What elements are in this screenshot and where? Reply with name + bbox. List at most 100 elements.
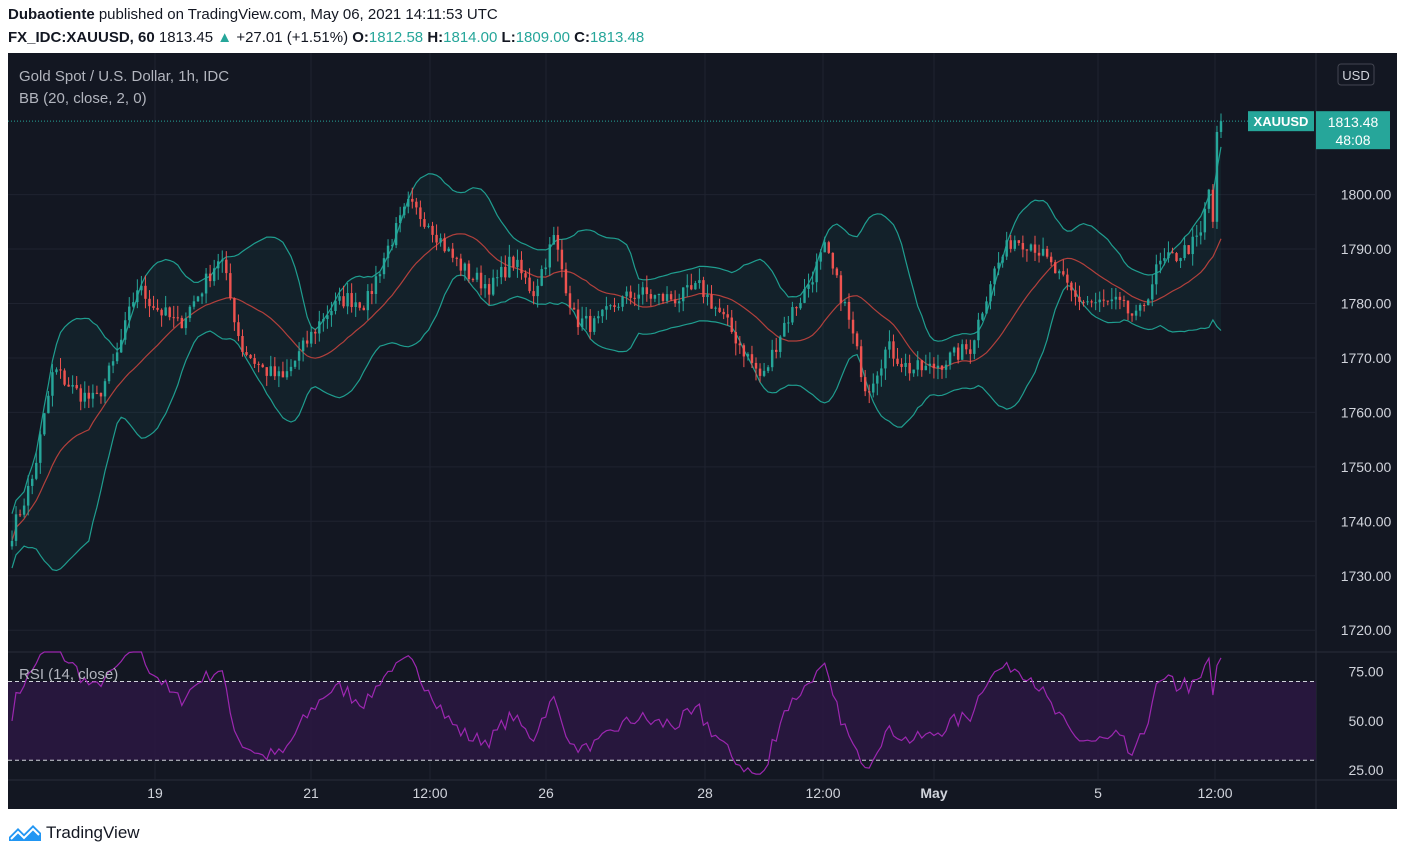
rsi-indicator-label[interactable]: RSI (14, close) <box>19 666 118 683</box>
candle-body <box>564 269 568 294</box>
candle-body <box>212 268 216 282</box>
currency-button-frame[interactable] <box>1337 63 1375 86</box>
candle-body <box>63 370 66 385</box>
candle-body <box>83 392 86 402</box>
candle-body <box>1049 256 1053 263</box>
candle-body <box>51 372 54 396</box>
candle-body <box>795 307 798 309</box>
high-label: H: <box>427 29 444 46</box>
price-axis[interactable]: 1720.00 1730.00 1740.00 1750.00 1760.00 1770.… <box>1341 187 1392 639</box>
candle-body <box>99 392 103 397</box>
candle-body <box>520 259 523 274</box>
candle-body <box>580 318 584 328</box>
candle-body <box>985 301 988 314</box>
open-value: 1812.58 <box>368 29 424 46</box>
author-name[interactable]: Dubaotiente <box>8 6 95 23</box>
footer-brand[interactable]: TradingView <box>46 823 140 842</box>
candle-body <box>1155 264 1158 285</box>
candle-body <box>629 291 632 298</box>
candle-body <box>1187 245 1190 255</box>
candle-body <box>726 314 729 318</box>
candle-body <box>148 298 151 307</box>
candle-body <box>653 295 657 299</box>
price-tick-label: 1790.00 <box>1341 241 1392 257</box>
bb-indicator-label[interactable]: BB (20, close, 2, 0) <box>19 90 147 107</box>
price-tick-label: 1780.00 <box>1341 295 1392 311</box>
currency-label[interactable]: USD <box>1342 68 1369 83</box>
candle-body <box>811 282 814 285</box>
candle-body <box>451 248 454 258</box>
candle-body <box>318 321 321 334</box>
candle-body <box>95 392 99 394</box>
candle-body <box>714 307 717 309</box>
candle-body <box>819 252 822 262</box>
candle-body <box>1122 299 1126 301</box>
candle-body <box>508 256 511 278</box>
candle-body <box>411 198 414 202</box>
close-label: C: <box>574 29 590 46</box>
candle-body <box>1021 243 1025 250</box>
candle-body <box>168 307 171 318</box>
candle-body <box>447 248 450 252</box>
candle-body <box>576 309 580 328</box>
currency-button[interactable]: USD <box>1337 63 1375 86</box>
candle-body <box>257 363 260 365</box>
candle-body <box>839 275 843 304</box>
candle-body <box>908 362 911 374</box>
candle-body <box>378 274 382 277</box>
candle-body <box>609 305 612 307</box>
candle-body <box>876 375 879 384</box>
last-price: 1813.45 <box>158 29 214 46</box>
candle-body <box>225 259 228 274</box>
price-tick-label: 1730.00 <box>1341 568 1392 584</box>
high-value: 1814.00 <box>443 29 498 46</box>
candle-body <box>1130 313 1134 316</box>
candle-body <box>119 339 123 353</box>
tradingview-logo-icon[interactable] <box>8 823 42 843</box>
candle-body <box>973 340 976 354</box>
candle-body <box>1203 208 1207 233</box>
price-tag-value-bg <box>1316 111 1390 150</box>
candle-body <box>827 242 830 253</box>
candle-body <box>1037 252 1041 256</box>
candle-body <box>1070 282 1073 291</box>
time-axis[interactable]: 19 21 12:00 26 28 12:00 May 5 12:00 <box>147 785 1233 801</box>
candle-body <box>342 296 345 307</box>
candle-body <box>1013 240 1016 249</box>
candle-body <box>702 280 705 298</box>
candle-body <box>775 349 778 352</box>
published-text: published on TradingView.com, May 06, 20… <box>98 6 498 23</box>
candle-body <box>997 262 1000 269</box>
bb-basis-line <box>11 233 1222 542</box>
candle-body <box>799 302 802 309</box>
rsi-axis[interactable]: 25.00 50.00 75.00 <box>1348 664 1383 778</box>
candle-body <box>516 259 519 268</box>
candle-body <box>738 343 742 346</box>
candle-body <box>625 291 628 297</box>
candle-body <box>237 322 240 337</box>
symbol-label: FX_IDC:XAUUSD, 60 <box>8 29 155 46</box>
price-tick-label: 1760.00 <box>1341 404 1392 420</box>
candle-body <box>1082 301 1085 303</box>
candle-body <box>859 346 863 378</box>
candle-body <box>1215 131 1219 222</box>
candle-body <box>439 238 442 243</box>
candle-body <box>920 360 923 371</box>
candle-body <box>904 362 907 367</box>
candle-body <box>536 285 539 297</box>
chart-canvas[interactable]: 1720.00 1730.00 1740.00 1750.00 1760.00 1770.… <box>8 53 1397 809</box>
candle-body <box>710 294 713 309</box>
candle-body <box>597 316 600 319</box>
candle-body <box>896 358 899 364</box>
candle-body <box>261 364 264 368</box>
candle-body <box>605 306 608 310</box>
price-tick-label: 1770.00 <box>1341 350 1392 366</box>
candle-body <box>868 391 871 393</box>
candle-body <box>435 234 438 243</box>
candle-body <box>649 294 653 299</box>
candle-body <box>912 369 915 374</box>
candle-body <box>1195 235 1198 237</box>
footer[interactable]: TradingView <box>8 822 140 844</box>
candle-body <box>677 301 681 304</box>
candle-body <box>1134 310 1138 316</box>
